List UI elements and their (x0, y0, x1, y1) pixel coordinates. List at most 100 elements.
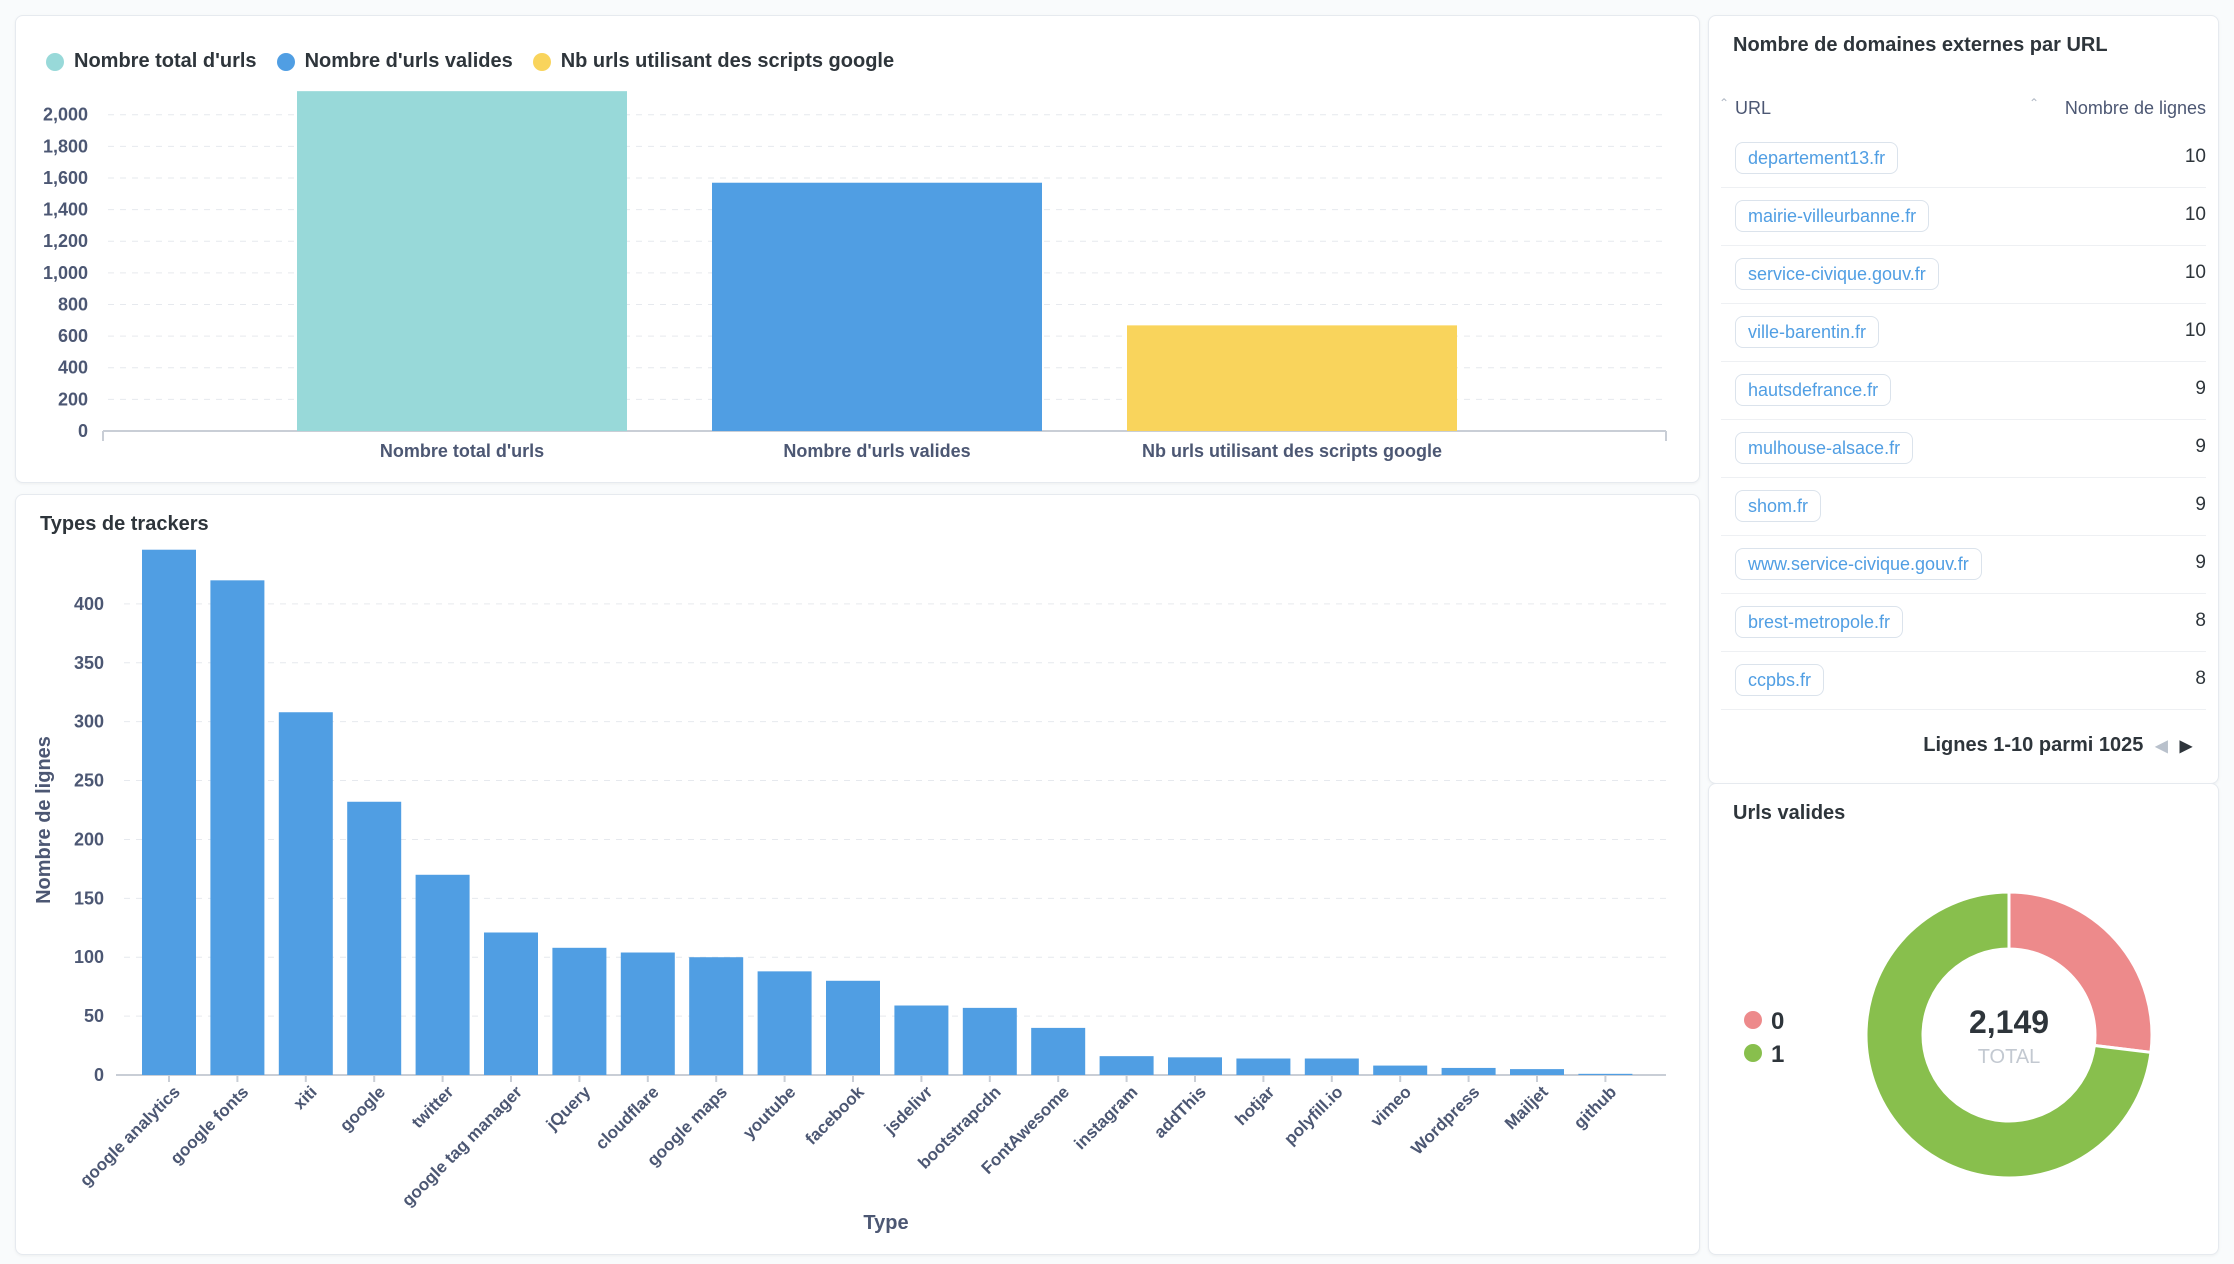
bar (1373, 1065, 1428, 1075)
bar (712, 182, 1042, 431)
url-link[interactable]: hautsdefrance.fr (1735, 374, 1892, 406)
url-link[interactable]: service-civique.gouv.fr (1735, 258, 1939, 290)
x-tick-label: instagram (1071, 1082, 1142, 1153)
pagination-label: Lignes 1-10 parmi 1025 (1923, 734, 2144, 756)
url-link[interactable]: shom.fr (1735, 490, 1822, 522)
column-header-url[interactable]: URL (1735, 98, 1772, 118)
trackers-title: Types de trackers (40, 513, 209, 535)
url-link[interactable]: www.service-civique.gouv.fr (1735, 548, 1982, 580)
y-tick-label: 200 (74, 829, 104, 849)
y-tick-label: 1,400 (43, 200, 88, 220)
x-tick-label: jQuery (542, 1082, 595, 1135)
x-tick-label: Nombre d'urls valides (783, 441, 970, 461)
y-tick-label: 100 (74, 947, 104, 967)
table-row[interactable]: mulhouse-alsace.fr 9 (1721, 420, 2206, 478)
row-count: 8 (2195, 610, 2206, 631)
row-count: 8 (2195, 668, 2206, 689)
table-row[interactable]: ccpbs.fr 8 (1721, 652, 2206, 710)
table-row[interactable]: service-civique.gouv.fr 10 (1721, 246, 2206, 304)
table-row[interactable]: ville-barentin.fr 10 (1721, 304, 2206, 362)
legend-item-total[interactable]: Nombre total d'urls (46, 50, 257, 73)
bar (552, 947, 607, 1075)
y-tick-label: 200 (58, 389, 88, 409)
x-tick-label: google analytics (76, 1082, 184, 1190)
trackers-card: Types de trackers 0 50 100 150 200 250 300 350 4… (15, 494, 1700, 1255)
pagination: Lignes 1-10 parmi 1025 ◀ ▶ (1923, 734, 2192, 757)
y-tick-label: 50 (84, 1006, 104, 1026)
y-tick-label: 400 (58, 358, 88, 378)
url-link[interactable]: departement13.fr (1735, 142, 1899, 174)
legend-item-google[interactable]: Nb urls utilisant des scripts google (532, 50, 894, 73)
legend-label: 1 (1771, 1041, 1784, 1068)
bar (1031, 1027, 1086, 1075)
url-link[interactable]: ville-barentin.fr (1735, 316, 1880, 348)
row-count: 9 (2195, 436, 2206, 457)
donut-total-label: TOTAL (1978, 1046, 2041, 1068)
url-link[interactable]: ccpbs.fr (1735, 664, 1825, 696)
x-tick-label: google (336, 1082, 389, 1135)
x-tick-label: google tag manager (398, 1082, 526, 1210)
x-tick-label: twitter (408, 1082, 458, 1132)
url-link[interactable]: brest-metropole.fr (1735, 606, 1904, 638)
column-header-count[interactable]: Nombre de lignes (2064, 98, 2206, 118)
table-row[interactable]: brest-metropole.fr 8 (1721, 594, 2206, 652)
y-tick-label: 350 (74, 653, 104, 673)
trackers-bar-chart: 0 50 100 150 200 250 300 350 400 google analytics… (33, 549, 1666, 1234)
url-link[interactable]: mairie-villeurbanne.fr (1735, 200, 1930, 232)
valid-urls-card: Urls valides 2,149 TOTAL 0 1 (1708, 783, 2219, 1255)
legend-label: 0 (1771, 1008, 1784, 1035)
counts-card: Nombre total d'urls Nombre d'urls valide… (15, 15, 1700, 483)
y-tick-label: 300 (74, 712, 104, 732)
donut-title: Urls valides (1733, 802, 1846, 824)
legend-label: Nombre d'urls valides (304, 50, 513, 72)
bar (620, 952, 675, 1075)
x-tick-label: Wordpress (1407, 1082, 1483, 1158)
legend-dot (46, 52, 64, 71)
table-row[interactable]: mairie-villeurbanne.fr 10 (1721, 188, 2206, 246)
bar (210, 580, 265, 1075)
y-tick-label: 1,600 (43, 168, 88, 188)
legend-item-valid[interactable]: Nombre d'urls valides (276, 50, 513, 73)
url-link[interactable]: mulhouse-alsace.fr (1735, 432, 1914, 464)
row-count: 10 (2184, 262, 2206, 283)
valid-urls-donut: 2,149 TOTAL 0 1 (1744, 890, 2154, 1180)
bar (278, 712, 333, 1075)
table-row[interactable]: hautsdefrance.fr 9 (1721, 362, 2206, 420)
legend-dot (276, 52, 295, 71)
bar (689, 957, 744, 1075)
x-tick-label: vimeo (1367, 1082, 1415, 1130)
table-row[interactable]: www.service-civique.gouv.fr 9 (1721, 536, 2206, 594)
chevron-left-icon[interactable]: ◀ (2155, 737, 2168, 755)
legend-dot (1744, 1044, 1762, 1062)
bar (484, 932, 538, 1075)
bar (1099, 1056, 1154, 1075)
x-tick-label: Nb urls utilisant des scripts google (1142, 441, 1442, 461)
table-title: Nombre de domaines externes par URL (1733, 34, 2108, 56)
bar (757, 971, 812, 1075)
y-tick-label: 400 (74, 594, 104, 614)
y-tick-label: 1,800 (43, 136, 88, 156)
table-row[interactable]: departement13.fr 10 (1721, 130, 2206, 188)
sort-arrow-icon[interactable]: ⌃ (1719, 96, 1730, 110)
table-header: ⌃ URL ⌃ Nombre de lignes (1709, 94, 2218, 130)
row-count: 10 (2184, 320, 2206, 341)
x-tick-label: facebook (802, 1082, 869, 1149)
x-axis-title: Type (863, 1212, 908, 1234)
row-count: 10 (2184, 146, 2206, 167)
table-row[interactable]: shom.fr 9 (1721, 478, 2206, 536)
row-count: 9 (2195, 552, 2206, 573)
bar (347, 801, 402, 1075)
sort-arrow-icon[interactable]: ⌃ (2029, 96, 2040, 110)
bar (297, 91, 627, 431)
y-tick-label: 800 (58, 294, 88, 314)
legend-label: Nombre total d'urls (74, 50, 257, 72)
row-count: 9 (2195, 378, 2206, 399)
bar (1304, 1058, 1359, 1075)
donut-slice (2007, 890, 2154, 1055)
chevron-right-icon[interactable]: ▶ (2179, 737, 2192, 755)
x-tick-label: github (1570, 1082, 1620, 1132)
x-tick-label: Nombre total d'urls (380, 441, 544, 461)
bar (142, 549, 196, 1075)
y-tick-label: 0 (94, 1065, 104, 1085)
row-count: 9 (2195, 494, 2206, 515)
